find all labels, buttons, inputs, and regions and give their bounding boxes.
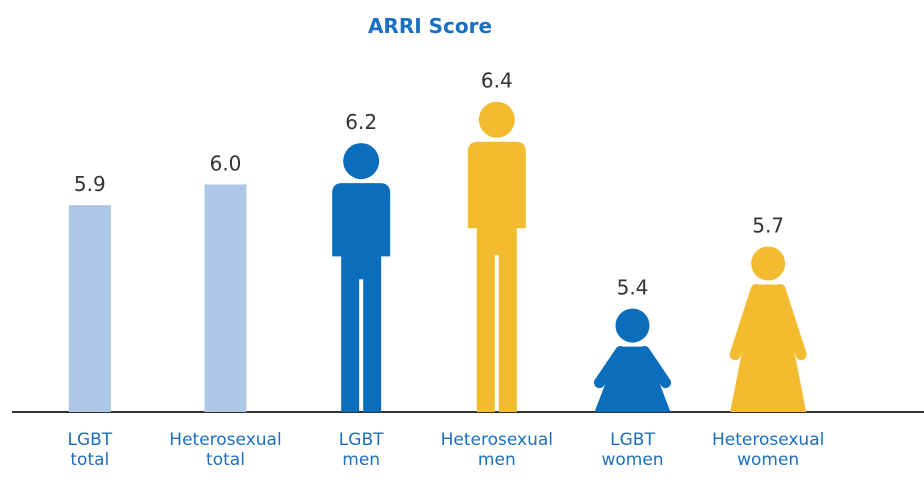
icon-arm — [594, 346, 626, 389]
icon-head — [751, 246, 786, 281]
mark — [204, 184, 247, 412]
value-label: 5.9 — [74, 172, 106, 196]
mark — [467, 101, 526, 412]
icon-body — [332, 183, 391, 412]
icon-head — [478, 101, 515, 138]
x-tick-label: Heterosexual total — [169, 430, 282, 470]
value-label: 6.2 — [345, 110, 377, 134]
value-label: 5.7 — [752, 214, 784, 238]
bar-body — [204, 184, 247, 412]
value-label: 6.0 — [210, 151, 242, 175]
chart-title: ARRI Score — [368, 14, 492, 38]
icon-head — [615, 308, 650, 343]
mark — [729, 246, 807, 412]
icon-head — [343, 143, 380, 180]
icon-arm — [729, 284, 762, 361]
value-label: 5.4 — [617, 276, 649, 300]
icon-arm — [639, 346, 671, 389]
x-tick-label: LGBT total — [67, 430, 113, 470]
icon-arm — [774, 284, 807, 361]
x-tick-label: Heterosexual men — [440, 430, 554, 470]
bar-body — [68, 205, 111, 412]
mark — [594, 308, 671, 412]
x-tick-label: LGBT women — [601, 430, 664, 470]
x-tick-label: Heterosexual women — [711, 430, 825, 470]
icon-body — [467, 141, 526, 412]
value-label: 6.4 — [481, 69, 513, 93]
mark — [68, 205, 111, 412]
mark — [332, 143, 391, 412]
x-tick-label: LGBT men — [338, 430, 384, 470]
